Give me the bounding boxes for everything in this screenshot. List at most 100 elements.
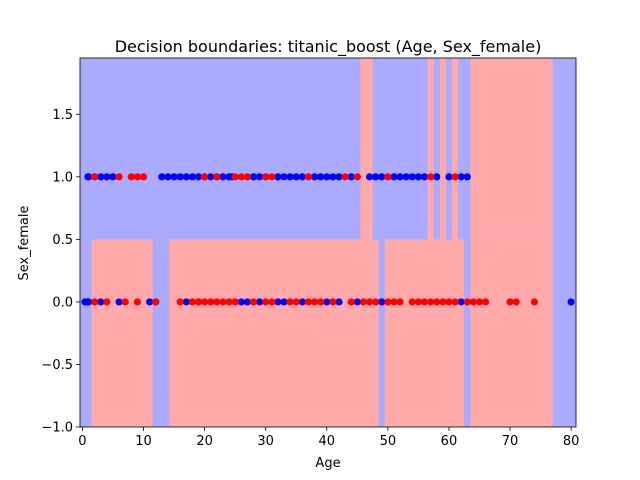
point-class-1-15	[384, 173, 392, 181]
region-class-1-2	[439, 58, 446, 240]
point-class-0-5	[109, 173, 117, 181]
point-class-1-58	[475, 298, 484, 306]
point-class-1-1	[115, 173, 123, 181]
point-class-0-12	[194, 173, 203, 181]
point-class-1-25	[194, 298, 203, 306]
point-class-1-40	[329, 298, 337, 306]
point-class-1-59	[481, 298, 490, 306]
point-class-1-13	[341, 173, 349, 181]
x-tick-label: 50	[380, 434, 397, 449]
region-class-1-1	[427, 58, 434, 240]
region-class-1-8	[470, 239, 553, 427]
point-class-1-39	[317, 298, 325, 306]
y-tick-label: 0.0	[52, 295, 73, 310]
point-class-1-23	[176, 298, 184, 306]
point-class-0-65	[378, 298, 386, 306]
point-class-0-41	[420, 173, 429, 181]
point-class-0-45	[463, 173, 471, 181]
point-class-0-11	[188, 173, 196, 181]
axes-frame	[79, 57, 577, 428]
point-class-0-52	[146, 298, 154, 306]
point-class-1-36	[292, 298, 300, 306]
point-class-0-66	[457, 298, 465, 306]
chart-title: Decision boundaries: titanic_boost (Age,…	[115, 37, 542, 57]
point-class-1-24	[188, 298, 196, 306]
point-class-0-9	[176, 173, 184, 181]
point-class-1-6	[213, 173, 221, 181]
point-class-0-38	[402, 173, 410, 181]
point-class-1-50	[420, 298, 429, 306]
point-class-1-16	[427, 173, 435, 181]
point-class-0-60	[280, 298, 288, 306]
point-class-0-49	[84, 298, 93, 306]
x-tick-label: 20	[196, 434, 213, 449]
data-points	[81, 173, 575, 306]
point-class-1-19	[103, 298, 111, 306]
point-class-1-41	[347, 298, 355, 306]
point-class-1-38	[310, 298, 319, 306]
point-class-0-50	[97, 298, 105, 306]
point-class-1-4	[139, 173, 148, 181]
point-class-0-22	[274, 173, 282, 181]
point-class-1-30	[225, 298, 233, 306]
x-axis-ticks: 0 10 20 30 40 50 60 70 80	[78, 427, 579, 449]
region-class-1-6	[169, 239, 379, 427]
point-class-1-49	[414, 298, 423, 306]
point-class-1-54	[445, 298, 453, 306]
point-class-0-32	[347, 173, 355, 181]
point-class-1-34	[268, 298, 276, 306]
y-tick-label: −0.5	[41, 358, 73, 373]
point-class-1-20	[121, 298, 129, 306]
y-tick-label: 1.5	[52, 108, 73, 123]
x-tick-label: 30	[257, 434, 274, 449]
region-class-1-0	[360, 58, 373, 240]
point-class-0-64	[353, 298, 361, 306]
point-class-1-21	[133, 298, 142, 306]
y-axis-ticks: −1.0 −0.5 0.0 0.5 1.0 1.5	[41, 108, 80, 436]
point-class-0-34	[372, 173, 380, 181]
region-class-1-7	[384, 239, 465, 427]
point-class-1-48	[408, 298, 416, 306]
point-class-1-37	[304, 298, 313, 306]
point-class-1-29	[219, 298, 227, 306]
point-class-1-47	[396, 298, 404, 306]
point-class-0-67	[567, 298, 575, 306]
point-class-0-10	[182, 173, 190, 181]
point-class-1-28	[213, 298, 221, 306]
region-class-1-3	[452, 58, 459, 240]
point-class-1-8	[237, 173, 245, 181]
point-class-1-7	[231, 173, 239, 181]
point-class-0-42	[433, 173, 441, 181]
point-class-0-29	[323, 173, 331, 181]
point-class-1-32	[249, 298, 258, 306]
x-tick-label: 70	[502, 434, 519, 449]
point-class-0-37	[396, 173, 404, 181]
point-class-1-62	[530, 298, 539, 306]
point-class-1-0	[91, 173, 99, 181]
point-class-1-46	[390, 298, 398, 306]
point-class-0-28	[317, 173, 325, 181]
point-class-1-5	[201, 173, 209, 181]
x-tick-label: 60	[441, 434, 458, 449]
point-class-0-59	[274, 298, 282, 306]
point-class-1-42	[359, 298, 368, 306]
point-class-0-44	[457, 173, 465, 181]
point-class-0-57	[243, 298, 251, 306]
y-tick-label: 1.0	[52, 170, 73, 185]
point-class-1-35	[286, 298, 294, 306]
point-class-1-45	[384, 298, 392, 306]
point-class-1-9	[243, 173, 251, 181]
plot-area	[79, 57, 577, 428]
point-class-1-53	[439, 298, 447, 306]
point-class-0-19	[249, 173, 258, 181]
point-class-1-18	[91, 298, 99, 306]
point-class-0-23	[280, 173, 288, 181]
point-class-0-62	[323, 298, 331, 306]
y-axis-label: Sex_female	[17, 205, 32, 280]
region-class-1-4	[470, 58, 553, 240]
x-tick-label: 10	[135, 434, 152, 449]
y-tick-label: 0.5	[52, 233, 73, 248]
point-class-1-44	[372, 298, 380, 306]
point-class-1-61	[512, 298, 520, 306]
